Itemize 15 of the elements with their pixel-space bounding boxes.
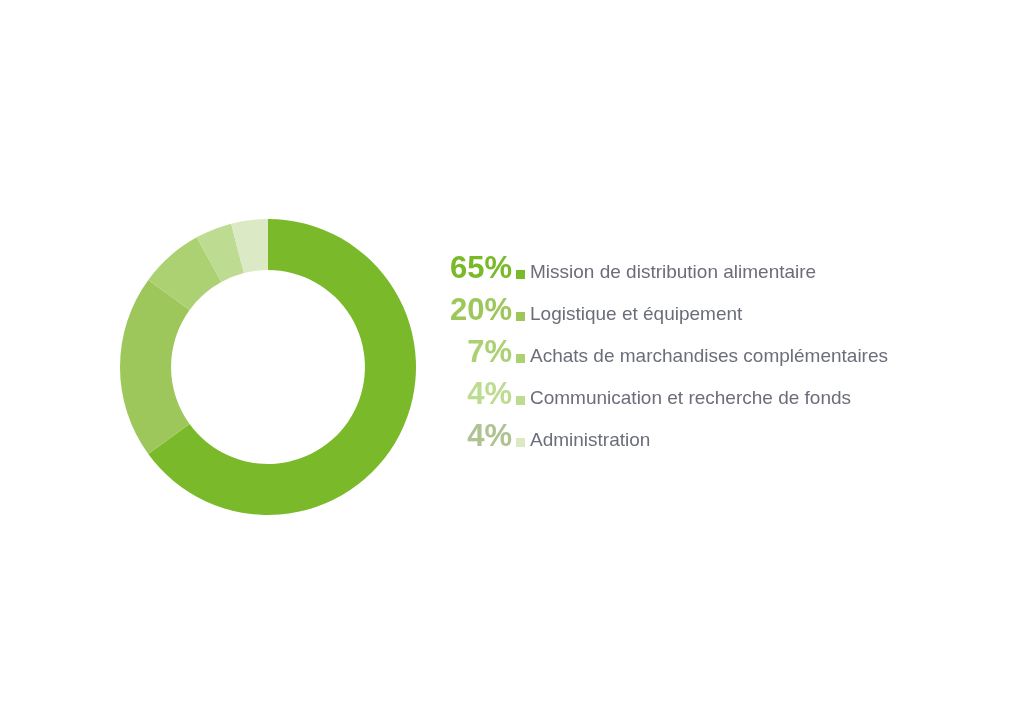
- legend-label: Communication et recherche de fonds: [530, 387, 852, 409]
- donut-slice: [231, 219, 268, 274]
- legend-label: Logistique et équipement: [530, 303, 743, 325]
- donut-slice: [148, 219, 416, 515]
- data-label: 4%: [466, 418, 513, 454]
- data-label: 65%: [448, 250, 513, 286]
- legend-label: Achats de marchandises complémentaires: [530, 345, 889, 367]
- legend-label: Mission de distribution alimentaire: [530, 261, 817, 283]
- data-label: 4%: [466, 376, 513, 412]
- legend-label: Administration: [530, 429, 651, 451]
- donut-slice: [148, 237, 222, 311]
- donut-slice: [196, 223, 244, 283]
- donut-slice: [120, 280, 190, 454]
- data-label: 20%: [448, 292, 513, 328]
- data-label: 7%: [466, 334, 513, 370]
